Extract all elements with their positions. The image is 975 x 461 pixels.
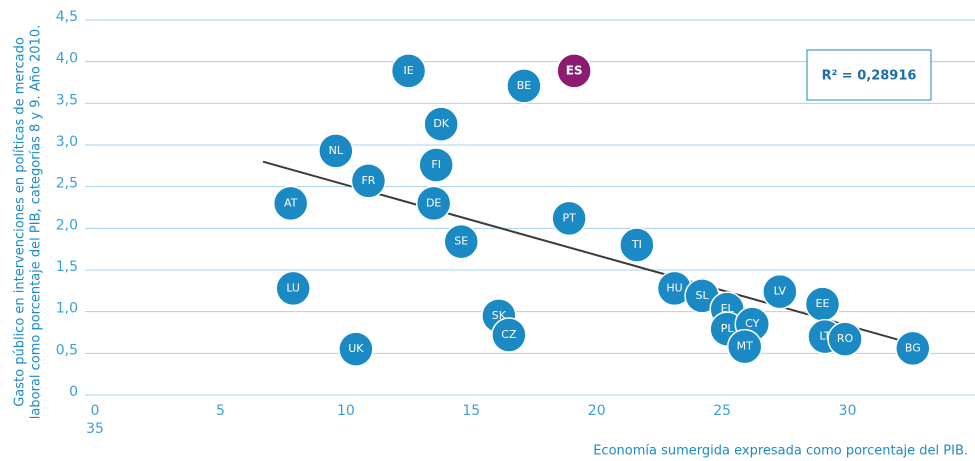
x-tick-label: 5 xyxy=(216,403,225,419)
point-label: ES xyxy=(566,63,583,77)
point xyxy=(551,200,587,237)
point-label: HU xyxy=(666,281,682,294)
y-tick-label: 1,5 xyxy=(56,259,78,275)
y-tick-label: 0 xyxy=(69,384,78,400)
point xyxy=(350,163,387,199)
point-label: IE xyxy=(403,64,413,77)
point-label: NL xyxy=(329,144,344,157)
point xyxy=(506,68,542,104)
point-label: LT xyxy=(819,330,831,343)
y-tick-label: 3,5 xyxy=(56,92,78,108)
x-axis-title: Economía sumergida expresada como porcen… xyxy=(593,444,968,459)
point xyxy=(338,331,374,367)
x-tick-label: 10 xyxy=(337,403,355,419)
point-label: RO xyxy=(837,332,854,345)
point xyxy=(423,106,459,142)
point-label: DE xyxy=(426,196,441,209)
point xyxy=(556,53,592,89)
point-label: CY xyxy=(745,317,759,330)
point xyxy=(272,185,309,222)
point-label: DK xyxy=(433,117,449,130)
point xyxy=(491,317,527,353)
x-tick-label: 25 xyxy=(713,403,731,419)
annotation: R² = 0,28916 xyxy=(822,69,917,84)
y-tick-label: 4,5 xyxy=(56,9,78,25)
y-tick-label: 1,0 xyxy=(56,301,78,317)
point-label: CZ xyxy=(501,328,517,341)
point xyxy=(726,328,763,365)
point-label: SL xyxy=(696,289,710,302)
y-tick-label: 2,5 xyxy=(56,176,78,192)
x-tick-label: 20 xyxy=(588,403,606,419)
x-tick-label: 35 xyxy=(86,421,104,437)
point-label: LU xyxy=(286,281,300,294)
point-label: BE xyxy=(517,79,532,92)
point-label: UK xyxy=(348,342,364,355)
point-label: SE xyxy=(454,235,468,248)
point xyxy=(275,270,311,307)
grid: 0 0,5 1,0 1,5 2,0 2,5 3,0 3,5 4,0 4,5 0 5 10 15 20 25 30… xyxy=(56,9,975,437)
point xyxy=(443,223,480,260)
point-label: PT xyxy=(562,211,576,224)
x-tick-label: 0 xyxy=(91,403,100,419)
point-label: PL xyxy=(721,322,735,335)
point-label: LV xyxy=(774,285,787,298)
y-tick-label: 3,0 xyxy=(56,134,78,150)
y-axis-title-line: laboral como porcentaje del PIB, categor… xyxy=(29,25,44,419)
point xyxy=(415,185,452,222)
point-label: AT xyxy=(284,196,298,209)
point xyxy=(762,273,798,310)
point-label: MT xyxy=(737,340,753,353)
y-tick-label: 0,5 xyxy=(56,342,78,358)
point xyxy=(619,227,655,263)
y-tick-label: 2,0 xyxy=(56,217,78,233)
point xyxy=(418,147,454,183)
annotation-box xyxy=(806,49,932,101)
point xyxy=(827,321,863,357)
point xyxy=(895,330,931,367)
y-tick-label: 4,0 xyxy=(56,51,78,67)
point xyxy=(318,133,354,169)
point xyxy=(390,53,427,89)
point-label: EE xyxy=(816,297,830,310)
point-label: BG xyxy=(905,341,921,354)
point-label: TI xyxy=(631,238,642,251)
point-label: FR xyxy=(361,174,375,187)
x-tick-label: 30 xyxy=(839,403,857,419)
y-axis-title: Gasto público en intervenciones en polít… xyxy=(13,25,44,419)
x-tick-label: 15 xyxy=(462,403,480,419)
y-axis-title-line: Gasto público en intervenciones en polít… xyxy=(13,37,28,407)
point-label: FI xyxy=(431,158,441,171)
